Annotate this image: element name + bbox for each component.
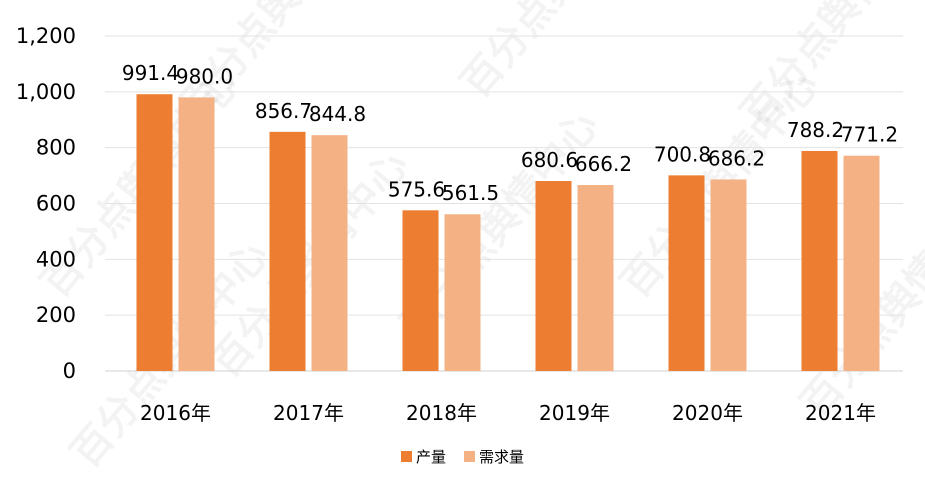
data-label: 991.4 — [122, 61, 179, 85]
legend: 产量 需求量 — [401, 448, 524, 466]
y-tick-label: 800 — [36, 136, 76, 160]
y-tick-label: 600 — [36, 192, 76, 216]
x-tick-label: 2018年 — [406, 401, 477, 425]
data-label: 575.6 — [388, 177, 445, 201]
bar-series1 — [668, 175, 705, 371]
grid-lines — [105, 35, 903, 372]
watermark: 百分点舆情中心 — [732, 0, 925, 136]
legend-swatch — [401, 451, 412, 462]
data-label: 700.8 — [654, 142, 711, 166]
x-tick-label: 2020年 — [672, 401, 743, 425]
x-tick-label: 2017年 — [273, 401, 344, 425]
bar-series2 — [577, 185, 614, 371]
data-label: 788.2 — [787, 118, 844, 142]
bars — [136, 94, 880, 372]
bar-series1 — [801, 150, 838, 371]
y-tick-label: 1,000 — [16, 80, 76, 104]
y-tick-label: 200 — [36, 303, 76, 327]
x-tick-label: 2021年 — [805, 401, 876, 425]
x-axis-categories: 2016年 2017年 2018年 2019年 2020年 2021年 — [140, 401, 876, 425]
bar-series2 — [444, 214, 481, 371]
data-label: 561.5 — [442, 181, 499, 205]
bar-series1 — [402, 210, 439, 371]
y-tick-label: 0 — [63, 359, 76, 383]
data-label: 666.2 — [575, 152, 632, 176]
bar-series1 — [136, 94, 173, 372]
data-label: 686.2 — [708, 146, 765, 170]
data-label: 856.7 — [255, 99, 312, 123]
y-axis-ticks: 0 200 400 600 800 1,000 1,200 — [16, 24, 76, 383]
data-label: 771.2 — [841, 123, 898, 147]
data-label: 844.8 — [309, 102, 366, 126]
legend-label: 产量 — [416, 448, 446, 466]
y-tick-label: 1,200 — [16, 24, 76, 48]
bar-series2 — [311, 135, 348, 371]
bar-series1 — [269, 131, 306, 371]
bar-series1 — [535, 180, 572, 371]
watermark: 百分点舆情中心 — [452, 0, 667, 106]
y-tick-label: 400 — [36, 247, 76, 271]
data-label: 680.6 — [521, 148, 578, 172]
x-tick-label: 2019年 — [539, 401, 610, 425]
legend-label: 需求量 — [479, 448, 524, 466]
bar-series2 — [843, 155, 880, 371]
legend-swatch — [464, 451, 475, 462]
bar-series2 — [710, 179, 747, 371]
data-label: 980.0 — [176, 64, 233, 88]
bar-series2 — [178, 97, 215, 372]
x-tick-label: 2016年 — [140, 401, 211, 425]
